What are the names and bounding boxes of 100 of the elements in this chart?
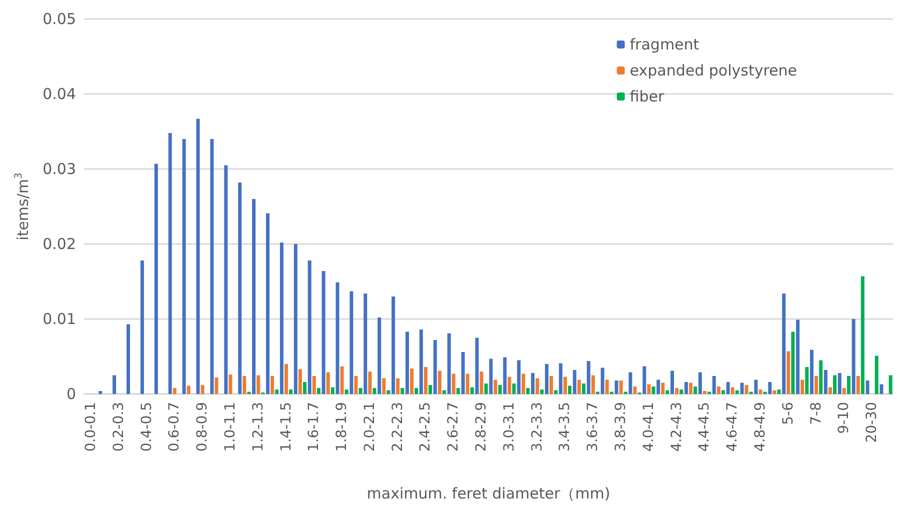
bar [842, 388, 846, 394]
bar [619, 380, 623, 394]
bar [860, 276, 864, 394]
bar [888, 375, 892, 394]
x-tick-label: 4.0-4.1 [640, 402, 657, 452]
bar [777, 390, 781, 394]
x-tick-label: 1.6-1.7 [306, 402, 322, 452]
bar [312, 376, 316, 394]
x-tick-label: 4.2-4.3 [668, 402, 685, 452]
bar [522, 374, 526, 394]
bar [252, 199, 256, 394]
bar [833, 375, 837, 394]
bar [591, 375, 595, 394]
x-tick-label: 4.8-4.9 [752, 402, 768, 452]
bar [294, 244, 298, 394]
bar [819, 360, 823, 394]
bar [196, 118, 200, 394]
bar [647, 384, 651, 394]
bar [112, 375, 116, 394]
bar [698, 372, 702, 394]
bar [303, 382, 306, 394]
bar [744, 385, 748, 394]
bar [447, 333, 451, 394]
bar [726, 382, 730, 394]
x-tick-label: 3.4-3.5 [557, 402, 574, 452]
legend-label: expanded polystyrene [630, 62, 798, 80]
x-tick-label: 1.8-1.9 [334, 402, 350, 452]
bar [568, 386, 572, 394]
bar [340, 366, 344, 394]
bar [354, 376, 358, 394]
x-tick-label: 20-30 [864, 402, 880, 443]
bar [322, 271, 326, 394]
bar [475, 338, 479, 394]
y-tick-label: 0.03 [42, 160, 76, 178]
bar [242, 376, 246, 394]
bar [308, 260, 312, 394]
bar [536, 378, 540, 394]
bar [405, 332, 409, 394]
bar [503, 357, 507, 394]
x-tick-label: 4.4-4.5 [696, 402, 713, 452]
x-tick-label: 4.6-4.7 [724, 402, 741, 452]
bar [168, 133, 172, 394]
bar [656, 380, 660, 394]
legend-label: fragment [630, 36, 700, 54]
bar [652, 386, 656, 394]
bar [786, 351, 790, 394]
bar [544, 364, 548, 394]
bar [126, 324, 130, 394]
bar [670, 370, 674, 394]
bar [800, 380, 804, 394]
bar [378, 318, 382, 394]
bar [392, 296, 396, 394]
bar [740, 382, 744, 394]
bar [386, 390, 390, 394]
x-axis-title: maximum. feret diameter（mm) [366, 484, 610, 502]
bar [661, 382, 665, 394]
x-tick-label: 2.2-2.3 [390, 402, 406, 452]
x-tick-label: 2.4-2.5 [418, 402, 434, 452]
bar [810, 350, 814, 394]
bar [684, 382, 688, 394]
bar [452, 374, 456, 394]
bar [702, 391, 706, 394]
x-tick-label: 5-6 [780, 402, 796, 425]
y-tick-label: 0.01 [42, 310, 76, 328]
bar [316, 388, 320, 394]
x-tick-label: 7-8 [808, 402, 824, 425]
y-tick-label: 0.05 [42, 10, 76, 28]
bar [480, 372, 484, 394]
bar [768, 382, 772, 394]
bar [866, 380, 870, 394]
x-tick-label: 1.0-1.1 [222, 402, 238, 452]
bar [186, 386, 190, 394]
bar [633, 386, 637, 394]
bar [228, 374, 232, 394]
bar [214, 378, 218, 394]
bar [358, 388, 362, 394]
x-tick-label: 9-10 [836, 402, 852, 434]
bar [517, 360, 521, 394]
x-tick-label: 3.2-3.3 [529, 402, 546, 452]
bar [852, 319, 856, 394]
bar [550, 376, 554, 394]
x-tick-label: 0.0-0.1 [82, 402, 99, 452]
bar [563, 376, 567, 394]
bar [489, 358, 493, 394]
bar [628, 372, 632, 394]
bar [558, 363, 562, 394]
bar [680, 390, 684, 394]
bar [326, 372, 330, 394]
legend-label: fiber [630, 88, 665, 106]
x-tick-label: 3.8-3.9 [613, 402, 630, 452]
bar [224, 165, 228, 394]
bar [577, 380, 581, 394]
bar [508, 376, 512, 394]
bar [586, 361, 590, 394]
bar [210, 139, 214, 394]
bar [344, 390, 348, 394]
x-tick-label: 0.6-0.7 [166, 402, 183, 452]
bar [526, 388, 530, 394]
bar [98, 391, 102, 394]
bar [238, 182, 242, 394]
